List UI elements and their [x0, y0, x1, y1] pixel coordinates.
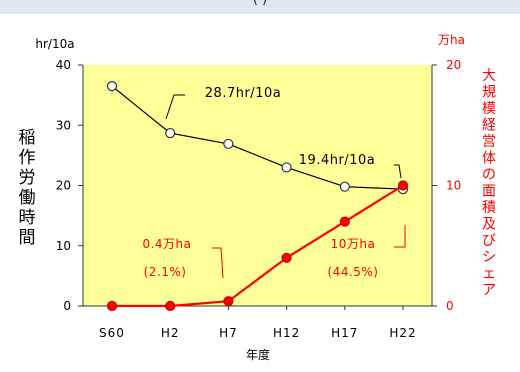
- right-axis-title-char: 営: [482, 134, 496, 150]
- right-tick-label: 0: [446, 299, 454, 313]
- right-tick-label: 10: [446, 179, 461, 193]
- right-axis-title-char: の: [482, 167, 496, 183]
- series-2-line: [112, 184, 404, 308]
- x-tick-label: H17: [331, 326, 358, 340]
- left-axis-title-char: 稲: [19, 128, 36, 148]
- left-axis-title-char: 時: [19, 208, 36, 228]
- x-axis: S60 H2 H7 H12 H17 H22: [83, 305, 432, 340]
- x-tick-label: H12: [273, 326, 300, 340]
- x-axis-title: 年度: [246, 347, 270, 362]
- left-tick-label: 0: [63, 299, 71, 313]
- right-axis-title-char: 積: [482, 200, 496, 216]
- left-tick-label: 10: [56, 239, 71, 253]
- annotation-label: (2.1%): [144, 265, 187, 279]
- left-axis-title-char: 労: [19, 168, 36, 188]
- left-axis-title-char: 作: [19, 148, 36, 168]
- right-axis-title-char: 及: [482, 217, 496, 233]
- annotation-leader: [212, 247, 224, 279]
- left-axis-unit: hr/10a: [35, 37, 74, 51]
- series-2-point: [106, 300, 118, 312]
- plot-area: [83, 65, 432, 306]
- x-tick-label: H22: [389, 326, 416, 340]
- left-tick-label: 20: [56, 179, 71, 193]
- left-axis-title-char: 間: [19, 228, 36, 248]
- right-axis-title-char: び: [482, 233, 496, 249]
- series-2-point: [397, 180, 409, 191]
- left-tick-label: 30: [56, 118, 71, 132]
- right-axis-title-char: 体: [482, 151, 496, 167]
- annotation-label: 0.4万ha: [142, 237, 191, 251]
- header-band: ( ): [0, 0, 520, 14]
- series-1-line: [111, 85, 404, 190]
- right-axis-title-char: ア: [482, 283, 496, 299]
- series-1-point: [106, 80, 118, 92]
- left-y-axis: 0 10 20 30 40: [56, 58, 84, 313]
- left-axis-title-char: 働: [19, 188, 36, 208]
- annotation-label: 28.7hr/10a: [205, 86, 281, 101]
- series-1-point: [165, 127, 176, 139]
- right-axis-title-char: シ: [482, 250, 496, 266]
- series-1-point: [223, 138, 234, 150]
- right-axis-unit: 万ha: [438, 33, 465, 47]
- series-1-point: [339, 181, 350, 192]
- series-layer: [106, 80, 409, 312]
- right-tick-label: 20: [446, 58, 461, 72]
- right-axis-title-char: 大: [482, 68, 496, 84]
- annotation-label: 19.4hr/10a: [299, 153, 375, 168]
- right-axis-title-char: 規: [482, 85, 496, 101]
- series-1-point: [281, 162, 292, 173]
- right-axis-title-char: 面: [482, 184, 496, 200]
- annotation-leader: [394, 225, 406, 248]
- annotation-layer: 28.7hr/10a 19.4hr/10a 0.4万ha (2.1%) 10万ha (44…: [142, 86, 406, 279]
- annotation-label: (44.5%): [328, 265, 379, 279]
- header-text: ( ): [0, 0, 520, 7]
- annotation-label: 10万ha: [331, 237, 376, 251]
- series-2-point: [281, 252, 292, 263]
- annotation-leader: [165, 94, 185, 120]
- x-tick-label: H2: [161, 326, 180, 340]
- left-tick-label: 40: [56, 58, 71, 72]
- right-axis-title-char: 模: [482, 101, 496, 117]
- series-2-point: [339, 216, 350, 227]
- right-axis-title-char: 経: [482, 118, 496, 134]
- x-tick-label: H7: [219, 326, 238, 340]
- right-axis-title-char: ェ: [482, 266, 496, 282]
- x-tick-label: S60: [99, 326, 125, 340]
- annotation-leader: [394, 164, 402, 179]
- series-2-point: [165, 300, 176, 312]
- series-2-point: [223, 296, 234, 307]
- right-y-axis: 0 10 20: [431, 58, 461, 313]
